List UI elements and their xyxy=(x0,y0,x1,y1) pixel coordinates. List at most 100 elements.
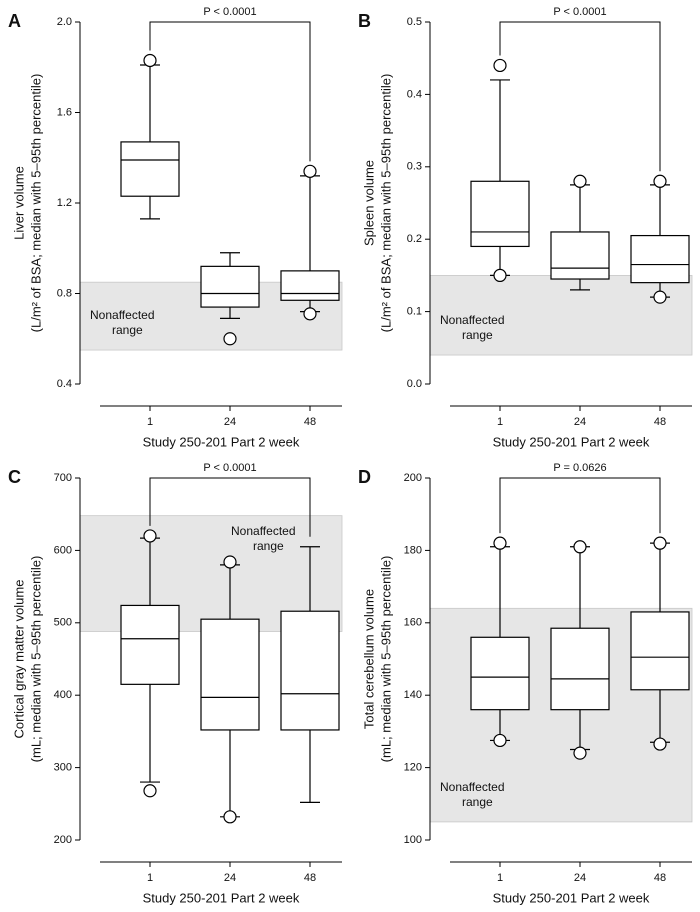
comparison-bracket xyxy=(499,477,661,534)
y-tick-label: 0.3 xyxy=(407,161,422,173)
panel-label: B xyxy=(358,11,371,31)
x-tick-label: 48 xyxy=(304,416,316,428)
y-tick-label: 100 xyxy=(404,834,422,846)
x-tick-label: 24 xyxy=(574,872,586,884)
box xyxy=(120,604,180,685)
comparison-bracket xyxy=(499,21,661,172)
y-tick-label: 0.4 xyxy=(57,378,72,390)
outlier xyxy=(303,307,317,321)
x-tick-label: 24 xyxy=(224,416,236,428)
y-tick-label: 300 xyxy=(54,762,72,774)
y-tick-label: 500 xyxy=(54,617,72,629)
outlier xyxy=(143,784,157,798)
outlier xyxy=(303,164,317,178)
outlier xyxy=(573,540,587,554)
y-tick-label: 700 xyxy=(54,472,72,484)
outlier xyxy=(493,733,507,748)
y-axis-title: (L/m² of BSA; median with 5–95th percent… xyxy=(28,74,43,333)
y-tick-label: 200 xyxy=(404,472,422,484)
x-axis-title: Study 250-201 Part 2 week xyxy=(143,434,300,449)
outlier xyxy=(653,174,667,188)
panel-label: C xyxy=(8,467,21,487)
y-tick-label: 160 xyxy=(404,617,422,629)
band-label: range xyxy=(462,795,493,809)
outlier xyxy=(653,290,667,304)
outlier xyxy=(143,53,157,68)
x-tick-label: 48 xyxy=(654,416,666,428)
outlier xyxy=(223,555,237,569)
y-axis-title: (mL; median with 5–95th percentile) xyxy=(378,556,393,763)
band-label: Nonaffected xyxy=(440,780,505,794)
box xyxy=(630,234,690,284)
outlier xyxy=(493,58,507,73)
x-axis-title: Study 250-201 Part 2 week xyxy=(143,890,300,905)
box xyxy=(550,627,610,711)
outlier xyxy=(143,529,157,543)
box xyxy=(200,265,260,308)
outlier xyxy=(223,810,237,824)
y-axis-title: Total cerebellum volume xyxy=(361,589,376,729)
outlier xyxy=(573,174,587,188)
x-axis-title: Study 250-201 Part 2 week xyxy=(493,890,650,905)
outlier xyxy=(493,536,507,550)
box xyxy=(200,618,260,731)
box xyxy=(280,270,340,301)
x-tick-label: 24 xyxy=(574,416,586,428)
outlier xyxy=(653,737,667,751)
y-tick-label: 0.5 xyxy=(407,16,422,28)
y-tick-label: 120 xyxy=(404,762,422,774)
y-tick-label: 1.6 xyxy=(57,106,72,118)
x-tick-label: 24 xyxy=(224,872,236,884)
outlier xyxy=(573,746,587,760)
box xyxy=(470,636,530,711)
x-tick-label: 1 xyxy=(147,872,153,884)
y-tick-label: 140 xyxy=(404,689,422,701)
band-label: range xyxy=(462,328,493,342)
band-label: range xyxy=(112,323,143,337)
y-axis-title: Spleen volume xyxy=(361,160,376,246)
box xyxy=(120,141,180,197)
y-tick-label: 0.1 xyxy=(407,306,422,318)
y-axis-title: Liver volume xyxy=(11,166,26,240)
p-value: P = 0.0626 xyxy=(553,462,606,474)
outlier xyxy=(493,268,507,282)
x-tick-label: 1 xyxy=(497,872,503,884)
y-tick-label: 0.2 xyxy=(407,233,422,245)
band-label: Nonaffected xyxy=(90,308,155,322)
comparison-bracket xyxy=(149,477,311,537)
p-value: P < 0.0001 xyxy=(203,462,256,474)
y-axis-title: (L/m² of BSA; median with 5–95th percent… xyxy=(378,74,393,333)
panel-label: A xyxy=(8,11,21,31)
y-tick-label: 2.0 xyxy=(57,16,72,28)
y-tick-label: 600 xyxy=(54,544,72,556)
reference-band xyxy=(429,274,693,356)
x-axis-title: Study 250-201 Part 2 week xyxy=(493,434,650,449)
outlier xyxy=(653,536,667,550)
x-tick-label: 48 xyxy=(304,872,316,884)
y-tick-label: 1.2 xyxy=(57,197,72,209)
x-tick-label: 48 xyxy=(654,872,666,884)
box xyxy=(630,611,690,691)
box xyxy=(280,610,340,731)
p-value: P < 0.0001 xyxy=(203,6,256,18)
y-tick-label: 180 xyxy=(404,544,422,556)
box xyxy=(550,231,610,280)
y-tick-label: 400 xyxy=(54,689,72,701)
outlier xyxy=(223,332,237,346)
band-label: Nonaffected xyxy=(440,313,505,327)
y-tick-label: 0.8 xyxy=(57,287,72,299)
y-axis-title: Cortical gray matter volume xyxy=(11,580,26,739)
y-tick-label: 0.4 xyxy=(407,88,422,100)
panel-label: D xyxy=(358,467,371,487)
y-tick-label: 0.0 xyxy=(407,378,422,390)
band-label: Nonaffected xyxy=(231,524,296,538)
x-tick-label: 1 xyxy=(497,416,503,428)
comparison-bracket xyxy=(149,21,311,162)
x-tick-label: 1 xyxy=(147,416,153,428)
band-label: range xyxy=(253,539,284,553)
box xyxy=(470,180,530,248)
